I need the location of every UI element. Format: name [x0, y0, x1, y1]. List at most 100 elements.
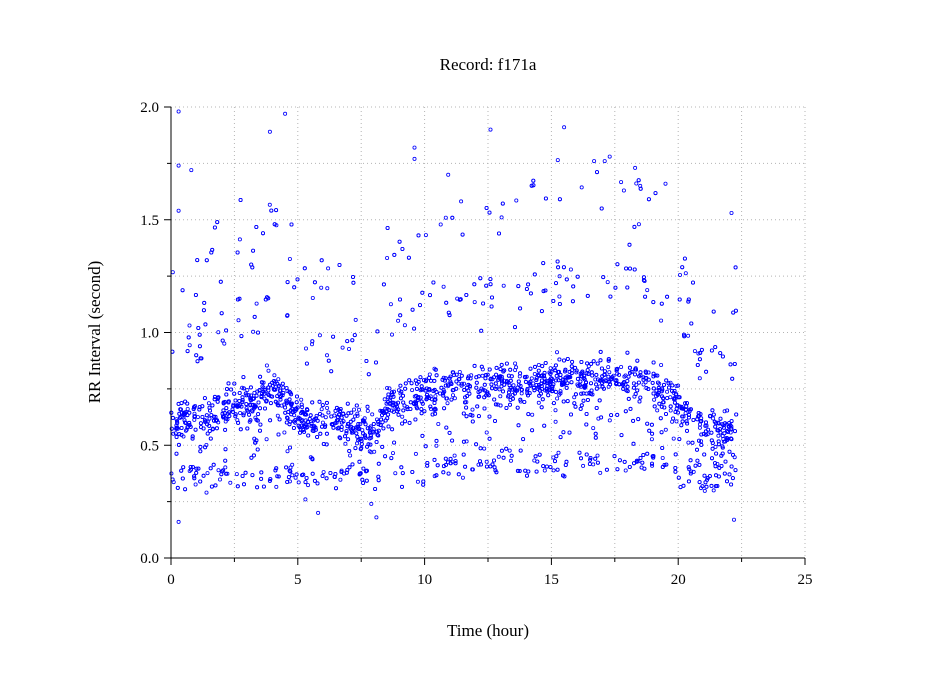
data-point: [711, 412, 716, 417]
data-point: [209, 484, 214, 489]
data-point: [255, 389, 260, 394]
data-point: [667, 385, 672, 390]
data-point: [542, 379, 547, 384]
data-point: [396, 318, 401, 323]
data-point: [515, 405, 520, 410]
data-point: [430, 412, 435, 417]
data-point: [526, 282, 531, 287]
data-point: [721, 423, 726, 428]
data-point: [352, 333, 357, 338]
data-point: [581, 391, 586, 396]
data-point: [564, 385, 569, 390]
data-point: [699, 486, 704, 491]
data-point: [310, 471, 315, 476]
data-point: [489, 382, 494, 387]
data-point: [368, 429, 373, 434]
data-point: [711, 488, 716, 493]
data-point: [198, 444, 203, 449]
data-point: [582, 373, 587, 378]
data-point: [563, 369, 568, 374]
data-point: [187, 323, 192, 328]
data-point: [725, 428, 730, 433]
data-point: [540, 397, 545, 402]
data-point: [301, 427, 306, 432]
data-point: [397, 239, 402, 244]
data-point: [496, 454, 501, 459]
data-point: [392, 252, 397, 257]
data-point: [545, 384, 550, 389]
data-point: [487, 414, 492, 419]
data-point: [658, 416, 663, 421]
data-point: [216, 468, 221, 473]
data-point: [716, 474, 721, 479]
data-point: [514, 198, 519, 203]
data-point: [223, 427, 228, 432]
data-point: [628, 370, 633, 375]
data-point: [266, 392, 271, 397]
data-point: [211, 462, 216, 467]
data-point: [553, 363, 558, 368]
data-point: [548, 465, 553, 470]
data-point: [562, 382, 567, 387]
data-point: [528, 383, 533, 388]
data-point: [287, 445, 292, 450]
data-point: [318, 431, 323, 436]
data-point: [268, 401, 273, 406]
data-point: [668, 395, 673, 400]
data-point: [476, 414, 481, 419]
data-point: [314, 413, 319, 418]
data-point: [682, 332, 687, 337]
data-point: [703, 480, 708, 485]
data-point: [609, 413, 614, 418]
data-point: [506, 380, 511, 385]
data-point: [554, 281, 559, 286]
data-point: [536, 400, 541, 405]
data-point: [445, 460, 450, 465]
data-point: [285, 415, 290, 420]
data-point: [479, 364, 484, 369]
data-point: [579, 391, 584, 396]
data-point: [237, 237, 242, 242]
data-point: [423, 233, 428, 238]
data-point: [282, 430, 287, 435]
data-point: [178, 407, 183, 412]
data-point: [421, 479, 426, 484]
data-point: [517, 374, 522, 379]
data-point: [173, 431, 178, 436]
data-point: [626, 396, 631, 401]
data-point: [339, 469, 344, 474]
data-point: [269, 208, 274, 213]
data-point: [537, 373, 542, 378]
data-point: [584, 371, 589, 376]
data-point: [474, 375, 479, 380]
data-point: [372, 449, 377, 454]
data-point: [605, 280, 610, 285]
data-point: [679, 423, 684, 428]
data-point: [348, 424, 353, 429]
data-point: [424, 392, 429, 397]
data-point: [365, 408, 370, 413]
data-point: [553, 368, 558, 373]
data-point: [389, 332, 394, 337]
data-point: [518, 306, 523, 311]
data-point: [572, 395, 577, 400]
data-point: [176, 519, 181, 524]
data-point: [673, 409, 678, 414]
data-point: [219, 311, 224, 316]
data-point: [585, 368, 590, 373]
data-point: [233, 398, 238, 403]
data-point: [651, 300, 656, 305]
data-point: [295, 277, 300, 282]
data-point: [305, 424, 310, 429]
data-point: [606, 379, 611, 384]
data-point: [268, 418, 273, 423]
data-point: [175, 485, 180, 490]
data-point: [310, 339, 315, 344]
data-point: [444, 396, 449, 401]
data-point: [294, 400, 299, 405]
data-point: [621, 386, 626, 391]
data-point: [722, 409, 727, 414]
data-point: [176, 442, 181, 447]
data-point: [176, 163, 181, 168]
data-point: [688, 407, 693, 412]
